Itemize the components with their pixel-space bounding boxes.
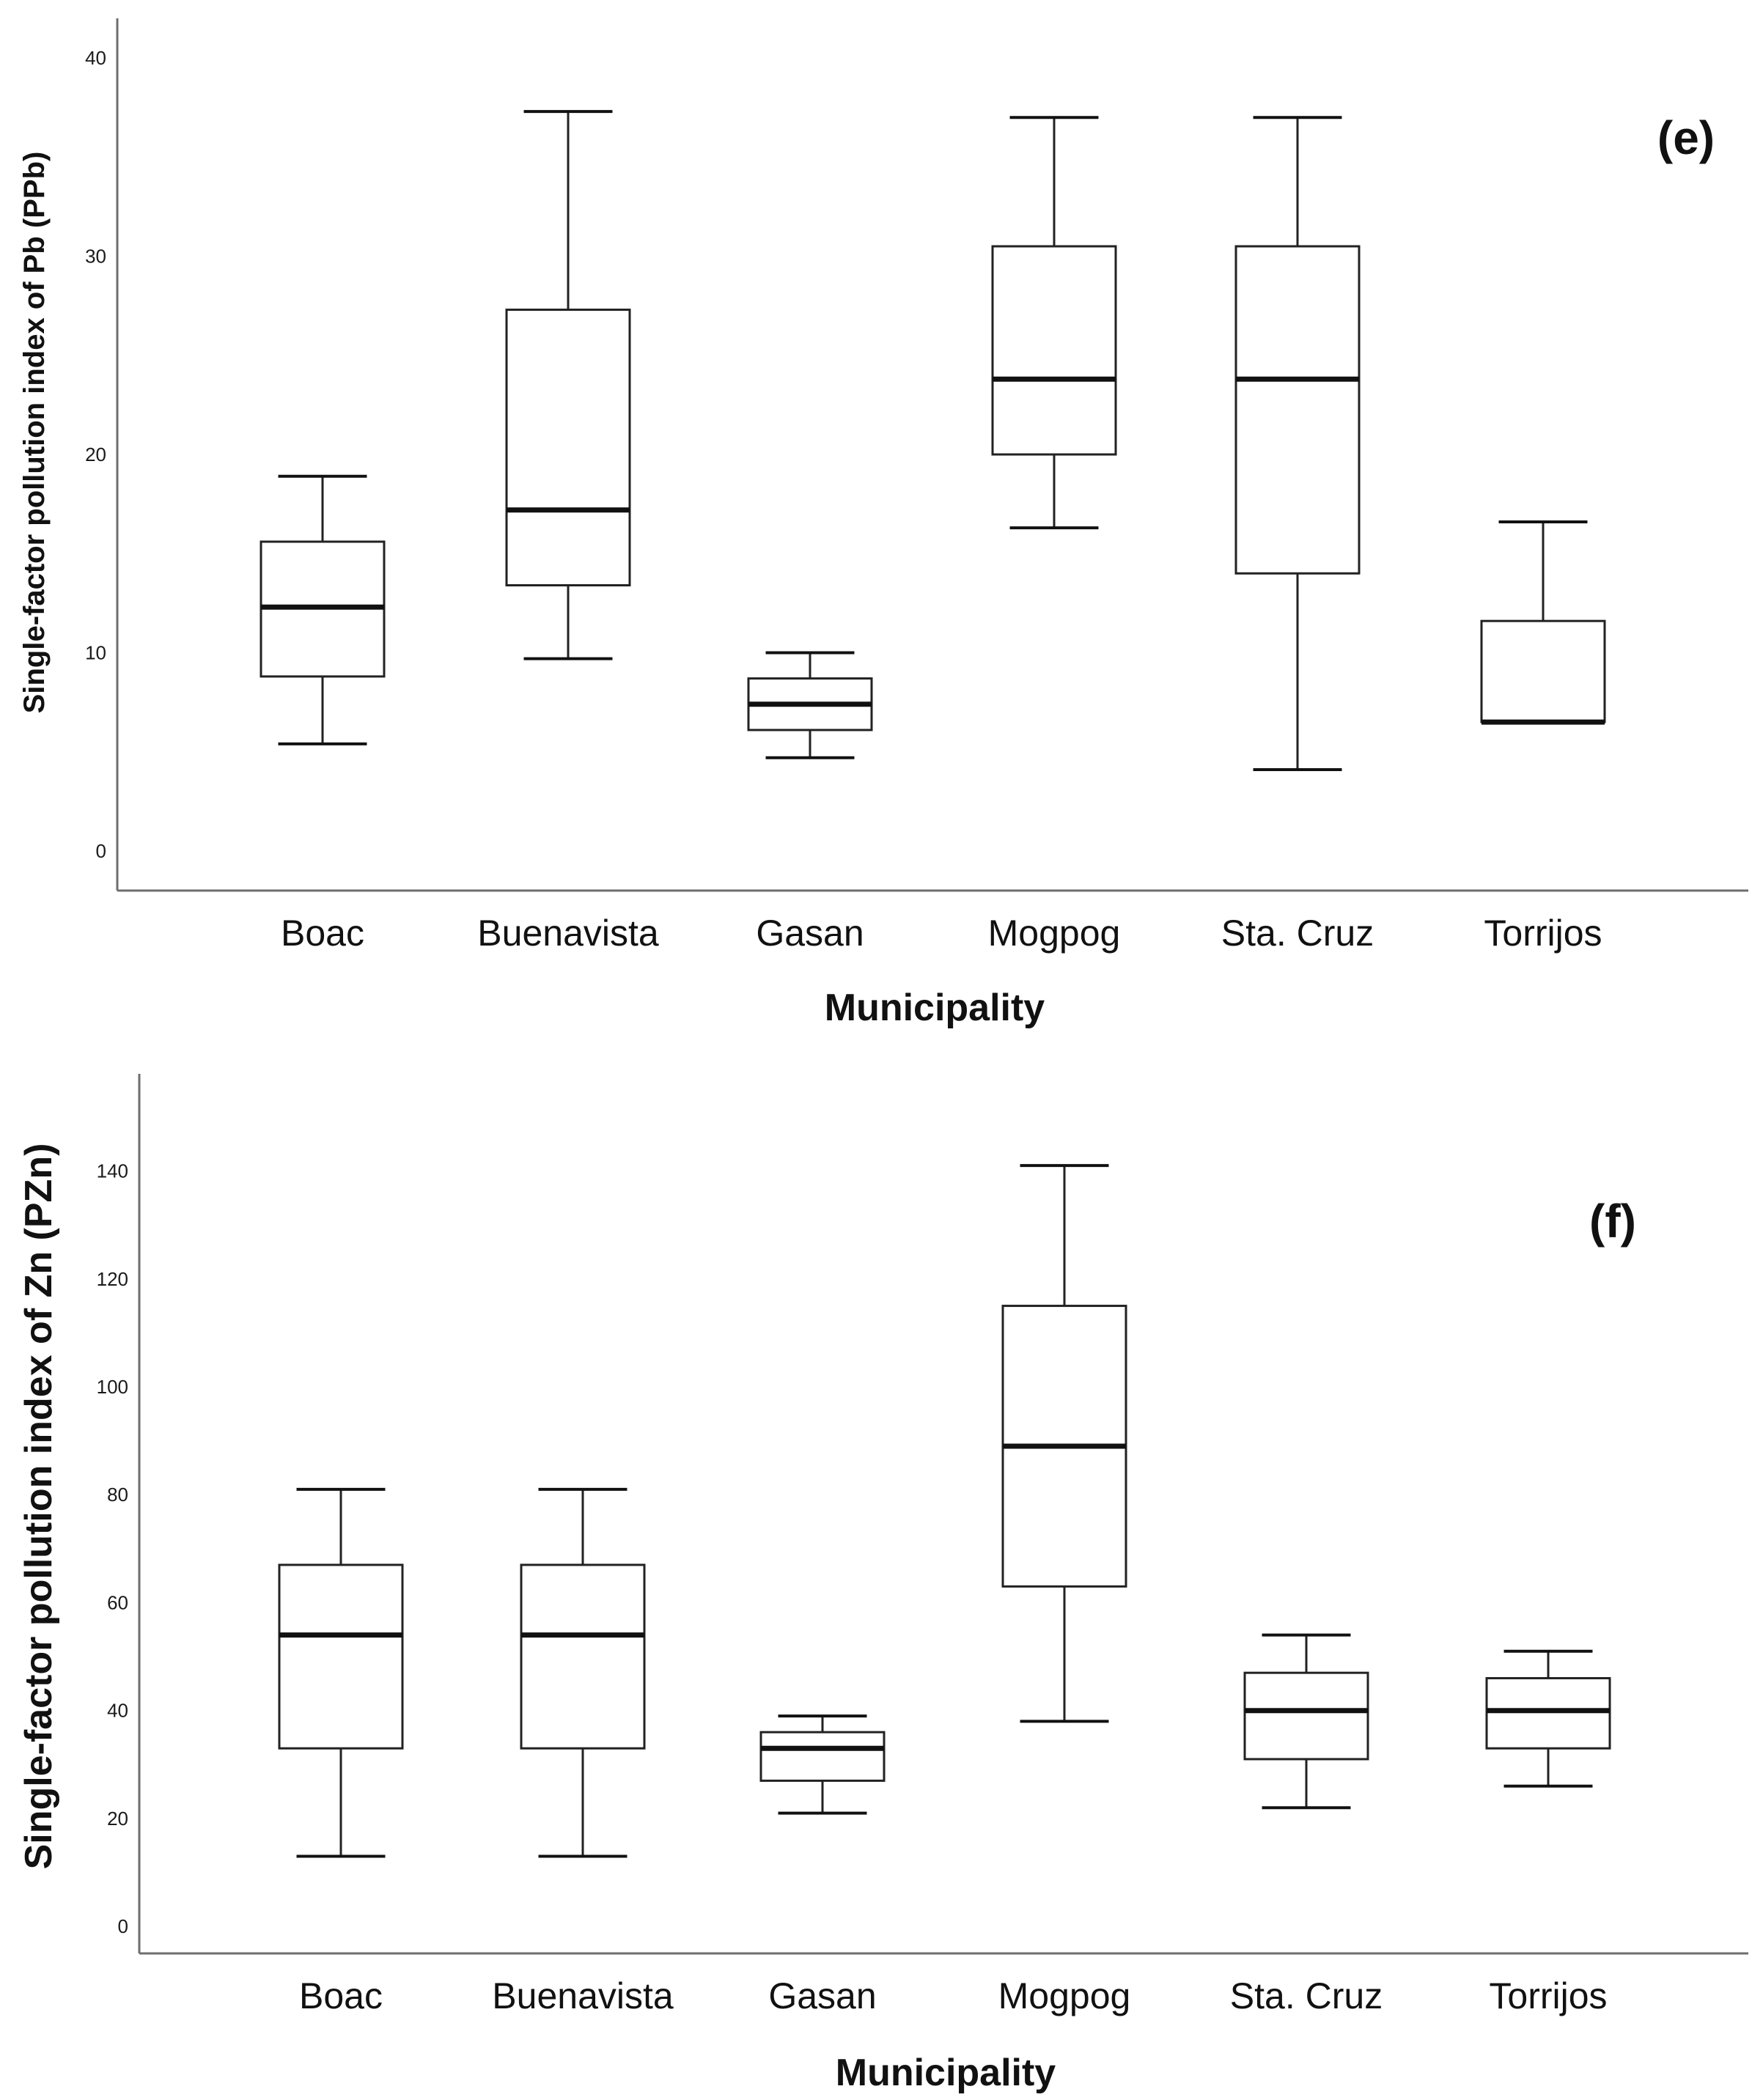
y-tick-label: 140 xyxy=(97,1160,128,1182)
boxplot-torrijos xyxy=(1485,1649,1611,1788)
iqr-box xyxy=(1485,1677,1611,1750)
y-tick-label: 30 xyxy=(85,246,106,268)
boxplot-sta-cruz xyxy=(1243,1633,1369,1810)
y-tick-label: 40 xyxy=(107,1700,128,1722)
iqr-box xyxy=(278,1563,404,1750)
x-category-label: Boac xyxy=(281,913,364,954)
boxplot-boac xyxy=(260,474,386,745)
y-tick-label: 20 xyxy=(107,1808,128,1830)
x-category-label: Torrijos xyxy=(1484,913,1602,954)
x-category-label: Gasan xyxy=(768,1975,876,2016)
f-x-categories: Boac Buenavista Gasan Mogpog Sta. Cruz Torrij… xyxy=(299,1975,1608,2016)
y-tick-label: 20 xyxy=(85,443,106,465)
x-category-label: Buenavista xyxy=(492,1975,674,2016)
e-x-categories: Boac Buenavista Gasan Mogpog Sta. Cruz Torrij… xyxy=(281,913,1602,954)
x-category-label: Buenavista xyxy=(477,913,659,954)
boxplot-mogpog xyxy=(1001,1164,1127,1723)
y-tick-label: 60 xyxy=(107,1591,128,1613)
y-tick-label: 0 xyxy=(96,840,106,862)
x-category-label: Sta. Cruz xyxy=(1221,913,1374,954)
iqr-box xyxy=(1480,619,1606,723)
iqr-box xyxy=(520,1563,646,1750)
f-panel-label: (f) xyxy=(1589,1195,1636,1248)
y-tick-label: 80 xyxy=(107,1484,128,1506)
y-tick-label: 100 xyxy=(97,1376,128,1398)
x-category-label: Sta. Cruz xyxy=(1230,1975,1383,2016)
boxplot-torrijos xyxy=(1480,520,1606,725)
x-category-label: Mogpog xyxy=(998,1975,1131,2016)
e-y-ticks: 0 10 20 30 40 xyxy=(85,47,106,862)
y-tick-label: 120 xyxy=(97,1268,128,1290)
iqr-box xyxy=(991,245,1117,456)
f-x-axis-title: Municipality xyxy=(836,2052,1056,2094)
boxplot-sta-cruz xyxy=(1234,116,1361,772)
boxplot-buenavista xyxy=(505,110,631,660)
x-category-label: Mogpog xyxy=(988,913,1121,954)
y-tick-label: 40 xyxy=(85,47,106,69)
boxplot-mogpog xyxy=(991,116,1117,530)
iqr-box xyxy=(1243,1671,1369,1761)
boxplot-gasan xyxy=(747,651,873,759)
x-category-label: Gasan xyxy=(756,913,864,954)
panel-f: (f) Single-factor pollution index of Zn … xyxy=(18,1074,1748,2094)
e-x-axis-title: Municipality xyxy=(825,987,1045,1029)
y-tick-label: 0 xyxy=(118,1915,128,1937)
iqr-box xyxy=(759,1731,886,1782)
iqr-box xyxy=(1234,245,1361,575)
y-tick-label: 10 xyxy=(85,641,106,663)
e-y-axis-title: Single-factor pollution index of Pb (PPb… xyxy=(18,152,51,714)
boxplot-buenavista xyxy=(520,1487,646,1858)
x-category-label: Torrijos xyxy=(1489,1975,1607,2016)
f-boxes xyxy=(278,1164,1611,1858)
boxplot-boac xyxy=(278,1487,404,1858)
x-category-label: Boac xyxy=(299,1975,383,2016)
f-y-ticks: 0 20 40 60 80 100 120 140 xyxy=(97,1160,128,1938)
panel-e: (e) Single-factor pollution index of Pb … xyxy=(18,18,1748,1029)
f-y-axis-title: Single-factor pollution index of Zn (PZn… xyxy=(18,1143,60,1870)
e-panel-label: (e) xyxy=(1657,111,1715,164)
e-boxes xyxy=(260,110,1606,772)
iqr-box xyxy=(505,309,631,586)
boxplot-gasan xyxy=(759,1714,886,1815)
